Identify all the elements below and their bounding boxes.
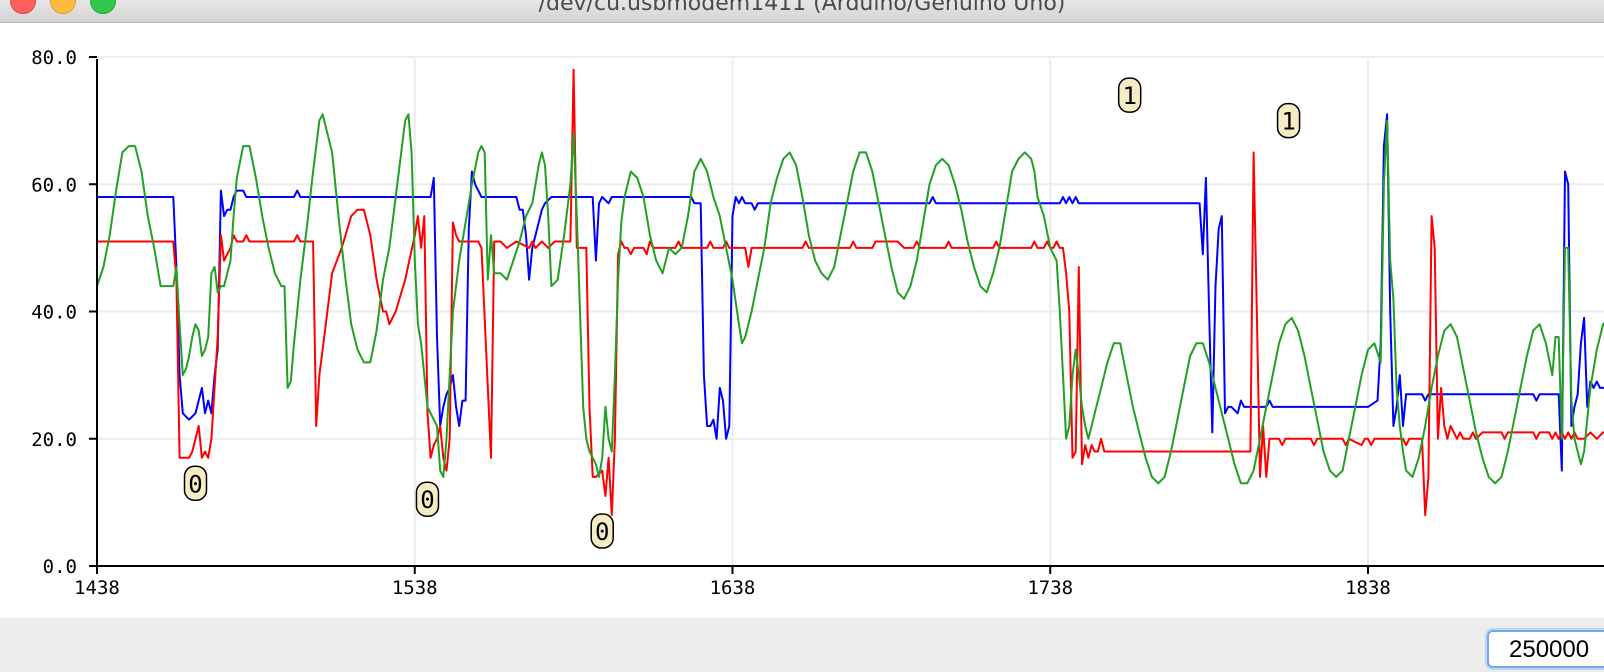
value-label: 1 — [1281, 108, 1295, 136]
bottom-toolbar: 250000 — [0, 618, 1604, 672]
value-label: 0 — [420, 486, 434, 514]
value-label-box — [183, 465, 208, 502]
value-label-box — [1276, 102, 1301, 139]
x-tick-label: 1838 — [1345, 577, 1391, 599]
value-label: 0 — [188, 470, 202, 498]
y-tick-label: 60.0 — [31, 174, 77, 196]
serial-plotter-chart: 0.0 20.0 40.0 60.0 80.0 1438 1538 1638 1738 1838 0… — [0, 23, 1604, 618]
plot-svg: 0.0 20.0 40.0 60.0 80.0 1438 1538 1638 1738 1838 0… — [31, 47, 1604, 599]
window-title: /dev/cu.usbmodem1411 (Arduino/Genuino Un… — [538, 0, 1066, 16]
value-label: 0 — [595, 518, 609, 546]
y-tick-label: 20.0 — [31, 429, 77, 451]
value-label-box — [590, 513, 614, 549]
value-label-box — [1117, 77, 1142, 113]
series-line-3 — [96, 113, 1604, 485]
value-label-box — [415, 481, 440, 517]
x-tick-label: 1738 — [1027, 577, 1073, 599]
x-tick-label: 1638 — [710, 577, 756, 599]
title-bar: /dev/cu.usbmodem1411 (Arduino/Genuino Un… — [0, 0, 1604, 23]
series-line-2 — [97, 68, 1604, 517]
y-tick-label: 80.0 — [31, 47, 77, 69]
y-tick-label: 40.0 — [31, 302, 77, 324]
value-label: 1 — [1122, 82, 1136, 110]
y-tick-label: 0.0 — [43, 556, 77, 578]
baud-rate-select[interactable]: 250000 — [1487, 630, 1604, 668]
series-line-1 — [97, 113, 1604, 472]
x-tick-label: 1538 — [392, 577, 438, 599]
x-tick-label: 1438 — [74, 577, 120, 599]
